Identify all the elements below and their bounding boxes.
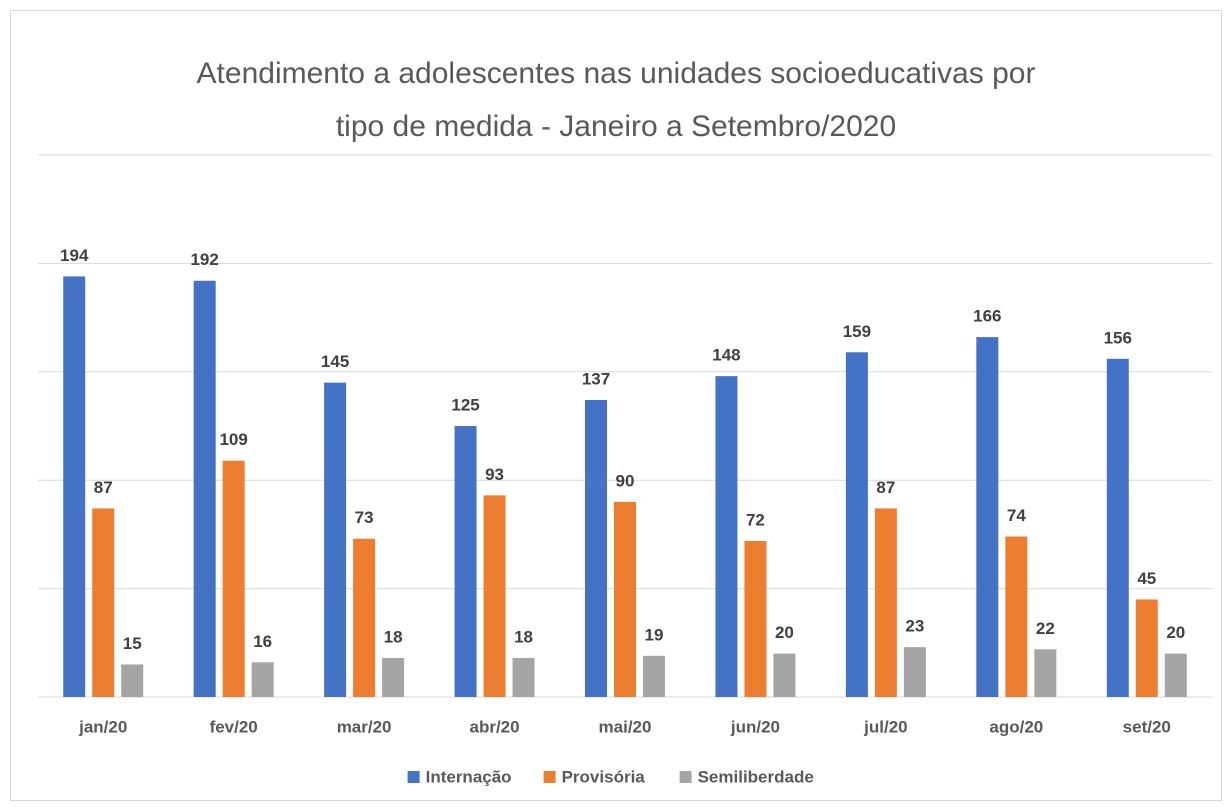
bar — [353, 538, 376, 697]
bar — [382, 657, 405, 697]
data-label: 87 — [94, 478, 113, 497]
x-tick-label: abr/20 — [470, 717, 520, 736]
data-label: 93 — [485, 465, 504, 484]
bar — [1135, 599, 1158, 697]
bar — [251, 662, 274, 697]
data-label: 145 — [321, 352, 349, 371]
data-label: 73 — [355, 508, 374, 527]
data-label: 90 — [616, 471, 635, 490]
data-label: 159 — [843, 322, 871, 341]
data-label: 148 — [712, 346, 740, 365]
data-label: 87 — [876, 478, 895, 497]
bar — [585, 399, 607, 697]
legend-swatch — [679, 771, 692, 783]
data-label: 18 — [384, 627, 403, 646]
data-label: 156 — [1104, 328, 1132, 347]
legend-label: Internação — [426, 767, 512, 786]
data-label: 74 — [1007, 506, 1026, 525]
data-label: 18 — [514, 627, 533, 646]
x-tick-label: jun/20 — [730, 717, 780, 736]
x-tick-label: mai/20 — [599, 717, 652, 736]
data-label: 192 — [190, 250, 218, 269]
bar — [121, 664, 144, 697]
bar — [454, 426, 477, 697]
bar — [874, 508, 897, 697]
data-label: 45 — [1137, 569, 1156, 588]
bar — [512, 657, 535, 697]
bar — [614, 501, 636, 697]
data-label: 20 — [1166, 623, 1185, 642]
data-label: 23 — [905, 617, 924, 636]
legend-swatch — [543, 771, 556, 783]
data-label: 19 — [645, 625, 664, 644]
bar — [903, 647, 926, 697]
chart-title: Atendimento a adolescentes nas unidades … — [197, 57, 1036, 90]
data-label: 72 — [746, 510, 765, 529]
bar — [845, 352, 868, 697]
chart-title: tipo de medida - Janeiro a Setembro/2020 — [336, 110, 896, 143]
data-label: 125 — [451, 395, 479, 414]
data-label: 137 — [582, 369, 610, 388]
bar — [222, 460, 245, 697]
x-tick-label: mar/20 — [337, 717, 392, 736]
bar — [643, 655, 665, 697]
legend-label: Provisória — [562, 767, 646, 786]
bar — [63, 276, 86, 697]
x-tick-label: jul/20 — [863, 717, 907, 736]
x-tick-label: ago/20 — [989, 717, 1043, 736]
bar — [483, 495, 506, 697]
data-label: 109 — [219, 430, 247, 449]
bar — [1164, 653, 1187, 697]
bar — [976, 337, 999, 697]
x-tick-label: jan/20 — [78, 717, 127, 736]
bar — [324, 382, 347, 697]
bar — [193, 280, 216, 697]
data-label: 20 — [775, 623, 794, 642]
data-label: 15 — [123, 634, 142, 653]
data-label: 194 — [60, 246, 89, 265]
x-tick-label: fev/20 — [210, 717, 258, 736]
bar — [92, 508, 115, 697]
bar — [773, 653, 796, 697]
data-label: 166 — [973, 307, 1001, 326]
bar — [744, 540, 767, 697]
bar — [1005, 536, 1028, 697]
bar — [1034, 649, 1057, 697]
bar — [1106, 358, 1129, 697]
legend-swatch — [407, 771, 420, 783]
legend-label: Semiliberdade — [698, 767, 814, 786]
x-tick-label: set/20 — [1123, 717, 1171, 736]
bar — [715, 376, 738, 697]
data-label: 16 — [253, 632, 272, 651]
data-label: 22 — [1036, 619, 1055, 638]
